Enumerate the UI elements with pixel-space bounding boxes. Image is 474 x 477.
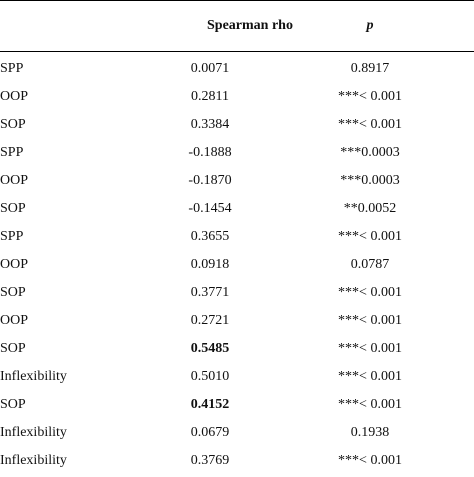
row-label: OOP xyxy=(0,257,29,272)
table-row: SOP 0.4152 ***< 0.001 xyxy=(0,393,474,421)
table-row: OOP -0.1870 ***0.0003 xyxy=(0,169,474,197)
rho-value: -0.1888 xyxy=(188,145,232,160)
row-label: Inflexibility xyxy=(0,425,67,440)
row-label: Inflexibility xyxy=(0,453,67,468)
rho-value: 0.0679 xyxy=(190,425,230,440)
table-row: OOP 0.2721 ***< 0.001 xyxy=(0,309,474,337)
table-row: SPP -0.1888 ***0.0003 xyxy=(0,141,474,169)
table-row: SOP -0.1454 **0.0052 xyxy=(0,197,474,225)
p-value: ***< 0.001 xyxy=(338,285,402,300)
table-top-rule xyxy=(0,0,474,1)
p-value: ***< 0.001 xyxy=(338,341,402,356)
row-label: OOP xyxy=(0,173,29,188)
rho-value: 0.3771 xyxy=(190,285,230,300)
header-spearman-rho: Spearman rho xyxy=(207,18,293,33)
rho-value: 0.0918 xyxy=(190,257,230,272)
rho-value: 0.4152 xyxy=(190,397,230,412)
rho-value: -0.1870 xyxy=(188,173,232,188)
p-value: ***< 0.001 xyxy=(338,313,402,328)
table-row: SOP 0.5485 ***< 0.001 xyxy=(0,337,474,365)
rho-value: -0.1454 xyxy=(188,201,232,216)
table-row: SPP 0.0071 0.8917 xyxy=(0,57,474,85)
table-row: Inflexibility 0.3769 ***< 0.001 xyxy=(0,449,474,477)
rho-value: 0.5010 xyxy=(190,369,230,384)
row-label: OOP xyxy=(0,313,29,328)
row-label: SPP xyxy=(0,229,24,244)
header-rule xyxy=(0,51,474,52)
p-value: **0.0052 xyxy=(343,201,397,216)
p-value: ***< 0.001 xyxy=(338,453,402,468)
header-p-value: p xyxy=(366,18,374,33)
rho-value: 0.5485 xyxy=(190,341,230,356)
row-label: SPP xyxy=(0,145,24,160)
row-label: OOP xyxy=(0,89,29,104)
row-label: SOP xyxy=(0,117,26,132)
row-label: Inflexibility xyxy=(0,369,67,384)
table-row: SOP 0.3384 ***< 0.001 xyxy=(0,113,474,141)
row-label: SOP xyxy=(0,285,26,300)
p-value: 0.1938 xyxy=(350,425,390,440)
table-row: OOP 0.2811 ***< 0.001 xyxy=(0,85,474,113)
rho-value: 0.2811 xyxy=(191,89,229,104)
row-label: SOP xyxy=(0,201,26,216)
rho-value: 0.2721 xyxy=(190,313,230,328)
row-label: SOP xyxy=(0,397,26,412)
table-row: Inflexibility 0.5010 ***< 0.001 xyxy=(0,365,474,393)
p-value: ***< 0.001 xyxy=(338,117,402,132)
table-row: SOP 0.3771 ***< 0.001 xyxy=(0,281,474,309)
p-value: ***0.0003 xyxy=(340,145,400,160)
p-value: ***< 0.001 xyxy=(338,229,402,244)
rho-value: 0.3384 xyxy=(190,117,230,132)
rho-value: 0.3769 xyxy=(190,453,230,468)
p-value: 0.0787 xyxy=(350,257,390,272)
rho-value: 0.0071 xyxy=(190,61,230,76)
p-value: ***< 0.001 xyxy=(338,397,402,412)
rho-value: 0.3655 xyxy=(190,229,230,244)
p-value: 0.8917 xyxy=(350,61,390,76)
p-value: ***0.0003 xyxy=(340,173,400,188)
table-row: Inflexibility 0.0679 0.1938 xyxy=(0,421,474,449)
row-label: SOP xyxy=(0,341,26,356)
table-row: SPP 0.3655 ***< 0.001 xyxy=(0,225,474,253)
table-row: OOP 0.0918 0.0787 xyxy=(0,253,474,281)
row-label: SPP xyxy=(0,61,24,76)
table-body: SPP 0.0071 0.8917 OOP 0.2811 ***< 0.001 SOP 0.3… xyxy=(0,57,474,477)
p-value: ***< 0.001 xyxy=(338,369,402,384)
p-value: ***< 0.001 xyxy=(338,89,402,104)
